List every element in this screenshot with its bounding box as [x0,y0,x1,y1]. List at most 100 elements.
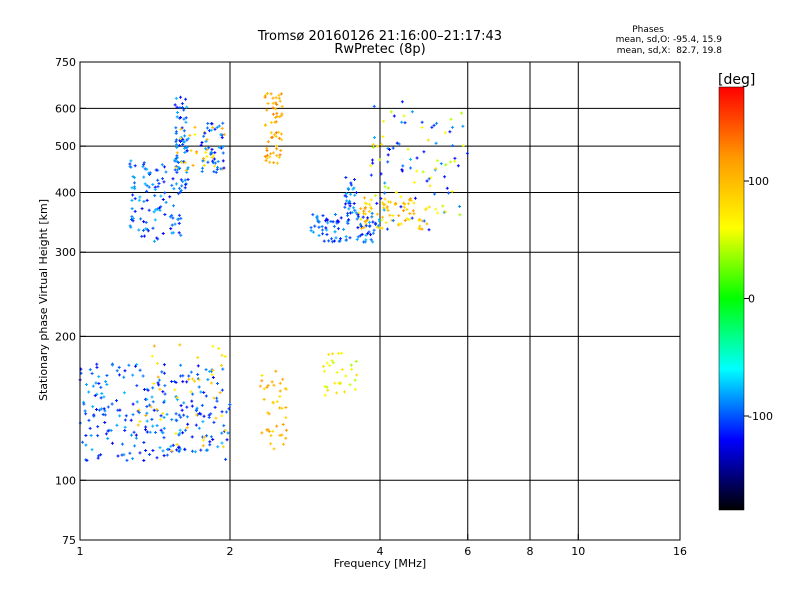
scatter-point [174,126,178,130]
scatter-point [418,227,422,231]
scatter-point [338,381,342,385]
scatter-point [383,197,387,201]
scatter-point [352,186,356,190]
scatter-point [163,392,167,396]
scatter-point [269,442,273,446]
scatter-point [137,228,141,232]
scatter-point [90,448,94,452]
scatter-point [185,105,189,109]
scatter-point [140,207,144,211]
x-axis-label: Frequency [MHz] [334,557,426,570]
scatter-point [443,131,447,135]
scatter-point [333,212,337,216]
scatter-point [198,411,202,415]
scatter-point [260,379,264,383]
scatter-point [322,369,326,373]
scatter-point [142,458,146,462]
scatter-point [209,150,213,154]
colorbar-ticks: 100 0 -100 [744,175,773,423]
scatter-point [369,164,373,168]
scatter-point [91,405,95,409]
scatter-point [144,428,148,432]
scatter-point [185,426,189,430]
legend-line-o: mean, sd,O: -95.4, 15.9 [616,35,723,45]
scatter-point [177,449,181,453]
scatter-point [269,152,273,156]
scatter-point [88,426,92,430]
scatter-point [210,373,214,377]
scatter-point [104,432,108,436]
scatter-point [185,149,189,153]
scatter-point [196,364,200,368]
scatter-point [405,207,409,211]
scatter-point [410,216,414,220]
scatter-point [169,444,173,448]
scatter-point [397,214,401,218]
scatter-point [94,381,98,385]
scatter-point [449,117,453,121]
scatter-point [275,400,279,404]
scatter-point [267,429,271,433]
scatter-point [217,146,221,149]
scatter-point [215,125,219,129]
scatter-point [138,368,142,372]
scatter-point [159,428,163,432]
scatter-point [392,114,396,118]
scatter-point [146,388,150,392]
scatter-point [206,160,210,164]
scatter-point [391,219,395,223]
scatter-point [216,159,220,163]
scatter-point [359,207,363,211]
scatter-point [220,126,224,130]
scatter-point [429,176,433,180]
scatter-point [131,413,135,417]
scatter-point [421,170,425,174]
scatter-point [272,383,276,387]
scatter-point [371,143,375,147]
scatter-point [180,160,184,164]
scatter-point [156,381,160,385]
scatter-point [125,458,129,462]
scatter-point [161,231,165,235]
scatter-point [371,240,375,244]
scatter-point [211,154,215,158]
scatter-point [359,222,363,226]
scatter-point [199,448,203,452]
scatter-point [369,207,373,211]
scatter-point [202,164,206,168]
scatter-point [181,137,185,141]
scatter-point [193,450,197,454]
scatter-point [366,216,370,220]
scatter-point [346,186,350,190]
scatter-point [356,213,360,217]
scatter-point [91,384,95,388]
scatter-point [138,195,142,199]
scatter-point [144,221,148,225]
scatter-point [153,218,157,222]
scatter-point [352,206,356,210]
scatter-point [153,194,157,198]
scatter-point [403,219,407,223]
scatter-point [134,436,138,440]
legend-line-x: mean, sd,X: 82.7, 19.8 [617,46,723,56]
scatter-point [97,381,101,385]
scatter-point [366,232,370,236]
scatter-point [175,448,179,452]
scatter-point [411,209,415,213]
scatter-point [219,133,223,137]
scatter-point [434,167,438,171]
scatter-point [172,204,176,208]
scatter-point [349,192,353,196]
grid-lines [80,62,680,540]
scatter-point [160,163,164,167]
scatter-point [324,219,328,223]
scatter-point [317,220,321,224]
y-tick-label: 400 [55,186,76,199]
scatter-point [271,400,275,404]
scatter-point [179,188,183,192]
scatter-point [399,195,403,199]
scatter-point [158,446,162,450]
scatter-point [210,147,214,151]
scatter-point [260,374,264,378]
scatter-point [274,107,278,111]
